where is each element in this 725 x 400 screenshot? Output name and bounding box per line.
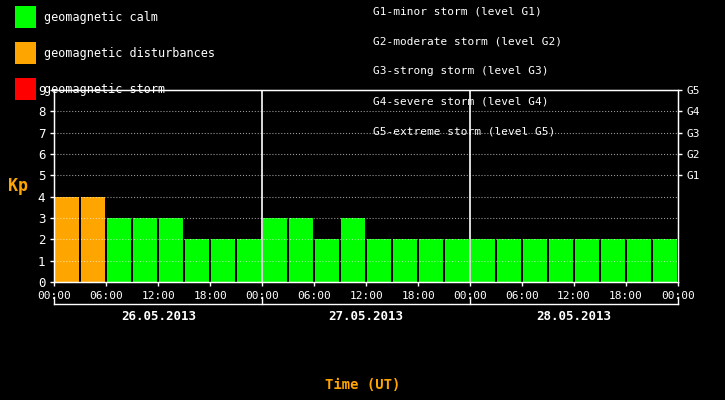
- Bar: [367, 239, 391, 282]
- Bar: [289, 218, 313, 282]
- Bar: [627, 239, 651, 282]
- Bar: [237, 239, 261, 282]
- Text: G2-moderate storm (level G2): G2-moderate storm (level G2): [373, 36, 563, 46]
- Bar: [653, 239, 677, 282]
- Bar: [497, 239, 521, 282]
- Text: geomagnetic disturbances: geomagnetic disturbances: [44, 46, 215, 60]
- Text: G4-severe storm (level G4): G4-severe storm (level G4): [373, 96, 549, 106]
- Bar: [263, 218, 287, 282]
- Bar: [601, 239, 625, 282]
- Bar: [160, 218, 183, 282]
- Text: G5-extreme storm (level G5): G5-extreme storm (level G5): [373, 126, 555, 136]
- Text: 26.05.2013: 26.05.2013: [121, 310, 196, 323]
- Bar: [133, 218, 157, 282]
- Bar: [575, 239, 599, 282]
- Text: Kp: Kp: [8, 177, 28, 195]
- Bar: [211, 239, 235, 282]
- Bar: [186, 239, 210, 282]
- Text: Time (UT): Time (UT): [325, 378, 400, 392]
- Bar: [419, 239, 443, 282]
- Bar: [445, 239, 469, 282]
- Bar: [471, 239, 495, 282]
- Text: 27.05.2013: 27.05.2013: [328, 310, 404, 323]
- Bar: [549, 239, 573, 282]
- Bar: [523, 239, 547, 282]
- Text: G3-strong storm (level G3): G3-strong storm (level G3): [373, 66, 549, 76]
- Text: 28.05.2013: 28.05.2013: [536, 310, 611, 323]
- Bar: [341, 218, 365, 282]
- Text: geomagnetic calm: geomagnetic calm: [44, 10, 157, 24]
- Bar: [55, 197, 79, 282]
- Bar: [393, 239, 417, 282]
- Bar: [107, 218, 131, 282]
- Bar: [81, 197, 105, 282]
- Text: geomagnetic storm: geomagnetic storm: [44, 82, 165, 96]
- Bar: [315, 239, 339, 282]
- Text: G1-minor storm (level G1): G1-minor storm (level G1): [373, 6, 542, 16]
